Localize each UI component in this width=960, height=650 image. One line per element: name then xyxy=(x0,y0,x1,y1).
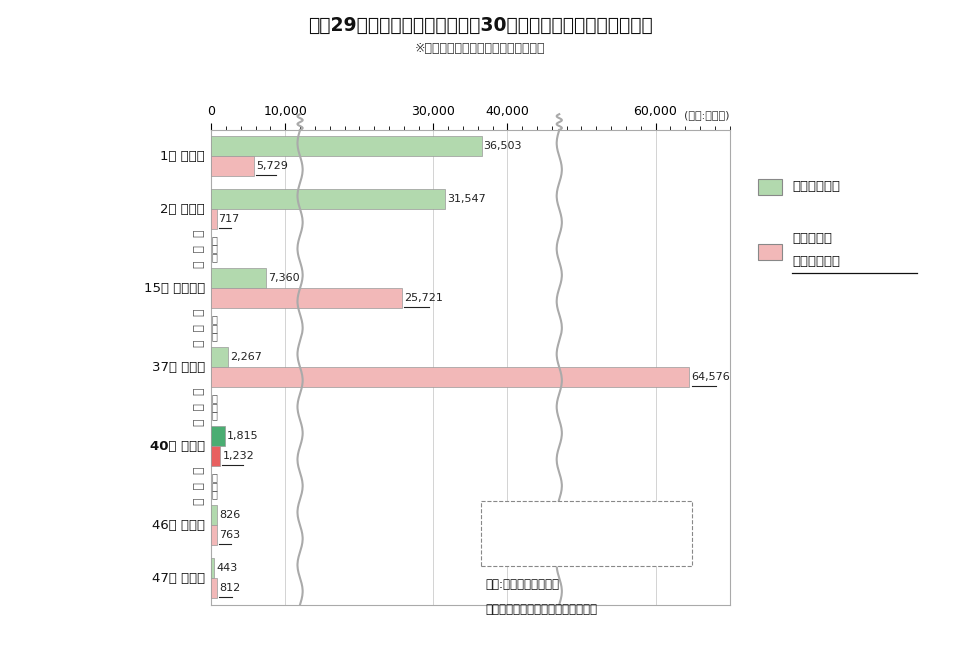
Text: 「ふるさと納税に関する現況調査」: 「ふるさと納税に関する現況調査」 xyxy=(486,603,597,616)
Text: ・  ・  ・: ・ ・ ・ xyxy=(193,229,206,268)
Text: 36,503: 36,503 xyxy=(484,141,522,151)
Text: ・
・
・: ・ ・ ・ xyxy=(211,393,217,420)
Text: 5,729: 5,729 xyxy=(255,161,288,172)
Bar xyxy=(211,578,217,598)
Text: 寄付金受入額: 寄付金受入額 xyxy=(792,181,840,194)
Text: 826: 826 xyxy=(220,510,241,521)
Bar xyxy=(211,347,228,367)
Text: 寄付金受入額の多い順: 寄付金受入額の多い順 xyxy=(492,541,563,554)
Text: 2,267: 2,267 xyxy=(230,352,262,362)
Text: 46位 徳島県: 46位 徳島県 xyxy=(152,519,205,532)
Text: 1,232: 1,232 xyxy=(223,451,254,462)
Text: 2位 佐賀県: 2位 佐賀県 xyxy=(160,203,205,216)
Text: 1位 北海道: 1位 北海道 xyxy=(160,150,205,163)
Text: 1,815: 1,815 xyxy=(227,432,258,441)
Text: ・
・
・: ・ ・ ・ xyxy=(211,315,217,341)
Text: ・
・
・: ・ ・ ・ xyxy=(211,235,217,262)
Bar xyxy=(211,136,482,157)
Bar xyxy=(211,157,253,176)
Text: 平成29年度寄付金受入額と平成30年度課税住民税控除額の状況: 平成29年度寄付金受入額と平成30年度課税住民税控除額の状況 xyxy=(307,16,653,35)
Text: 31,547: 31,547 xyxy=(447,194,486,204)
Bar xyxy=(211,189,444,209)
Text: 寄付に係る: 寄付に係る xyxy=(792,233,832,246)
Text: 出典:総務省自治税務局: 出典:総務省自治税務局 xyxy=(486,578,560,592)
Text: ・
・
・: ・ ・ ・ xyxy=(211,473,217,499)
Text: 7,360: 7,360 xyxy=(268,273,300,283)
Bar xyxy=(211,558,214,578)
Text: ・  ・  ・: ・ ・ ・ xyxy=(193,309,206,347)
Bar xyxy=(211,525,217,545)
Text: 47位 富山県: 47位 富山県 xyxy=(152,571,205,584)
Text: 40位 山口県: 40位 山口県 xyxy=(150,440,205,453)
Bar xyxy=(211,209,217,229)
Text: (単位:百万円): (単位:百万円) xyxy=(684,111,730,120)
Text: ※各都道府県域内の市区町村分を含む: ※各都道府県域内の市区町村分を含む xyxy=(415,42,545,55)
Text: 64,576: 64,576 xyxy=(691,372,731,382)
Bar xyxy=(211,367,689,387)
Bar xyxy=(211,288,401,308)
Text: ※都道府県名の左側順位は、: ※都道府県名の左側順位は、 xyxy=(492,517,587,530)
Text: ・  ・  ・: ・ ・ ・ xyxy=(193,387,206,426)
Text: ・  ・  ・: ・ ・ ・ xyxy=(193,467,206,505)
Text: 15位 神奈川県: 15位 神奈川県 xyxy=(144,281,205,294)
Text: 37位 東京都: 37位 東京都 xyxy=(152,361,205,374)
Text: 717: 717 xyxy=(219,214,240,224)
Bar xyxy=(211,426,225,447)
Text: 763: 763 xyxy=(219,530,240,540)
Bar xyxy=(211,506,217,525)
Text: 812: 812 xyxy=(219,583,241,593)
Bar xyxy=(211,447,221,466)
Text: 443: 443 xyxy=(217,563,238,573)
Text: 25,721: 25,721 xyxy=(404,293,443,303)
Bar xyxy=(211,268,266,288)
Text: 住民税控除額: 住民税控除額 xyxy=(792,255,840,268)
